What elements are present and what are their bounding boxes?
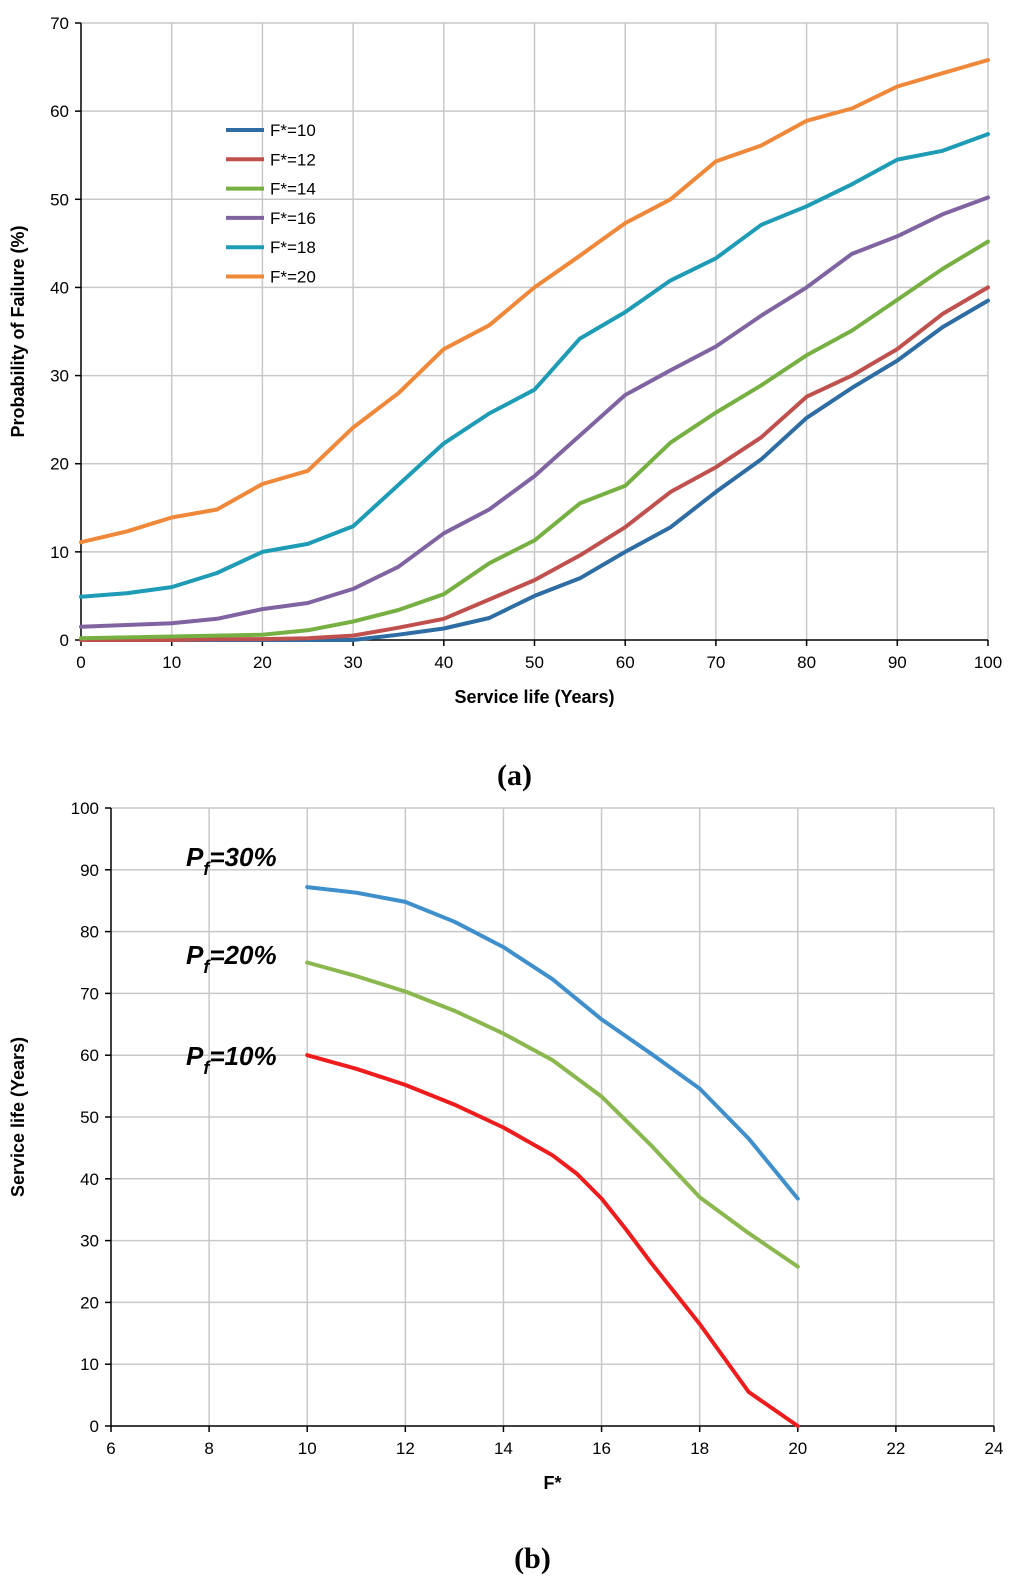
x-tick-label: 0: [76, 653, 85, 672]
x-tick-label: 22: [886, 1439, 905, 1458]
annotation-italic-p: P: [186, 842, 204, 872]
x-tick-label: 16: [592, 1439, 611, 1458]
legend-label: F*=18: [270, 238, 316, 257]
series-line-4: [79, 195, 990, 629]
y-axis-label: Probability of Failure (%): [8, 225, 28, 437]
x-tick-label: 90: [888, 653, 907, 672]
x-tick-label: 20: [253, 653, 272, 672]
legend-label: F*=10: [270, 121, 316, 140]
annotation-subscript: f: [203, 859, 211, 879]
x-tick-label: 80: [797, 653, 816, 672]
series-annotation-2: Pf=20%: [186, 940, 277, 977]
x-tick-label: 10: [162, 653, 181, 672]
y-tick-label: 50: [80, 1108, 99, 1127]
series-line-3: [305, 1053, 800, 1428]
series-line-2: [305, 960, 800, 1269]
x-tick-label: 14: [494, 1439, 513, 1458]
y-tick-label: 30: [50, 367, 69, 386]
chart-a: 0 10 20 30 40 50 60 70 80 90 100 0 10 20 30 40 50 60 70 Ser…: [8, 14, 1002, 792]
y-axis-label: Service life (Years): [8, 1037, 28, 1197]
annotation-value: =30%: [209, 842, 276, 872]
y-tick-label: 100: [71, 800, 99, 818]
series-annotation-3: Pf=10%: [186, 1041, 277, 1078]
legend-label: F*=14: [270, 180, 316, 199]
annotation-value: =20%: [209, 940, 276, 970]
series-line-2: [79, 285, 990, 642]
y-tick-label: 40: [50, 278, 69, 297]
y-tick-label: 20: [50, 455, 69, 474]
x-tick-label: 6: [106, 1439, 115, 1458]
y-tick-label: 10: [80, 1355, 99, 1374]
series-line-5: [79, 132, 990, 599]
annotation-italic-p: P: [186, 1041, 204, 1071]
y-tick-label: 50: [50, 190, 69, 209]
x-axis-label: F*: [544, 1473, 562, 1493]
x-tick-label: 30: [344, 653, 363, 672]
annotation-subscript: f: [203, 957, 211, 977]
y-tick-label: 40: [80, 1170, 99, 1189]
x-tick-label: 8: [204, 1439, 213, 1458]
y-tick-label: 20: [80, 1293, 99, 1312]
legend-label: F*=16: [270, 209, 316, 228]
panel-label: (b): [514, 1542, 551, 1575]
x-tick-label: 100: [974, 653, 1002, 672]
panel-label: (a): [497, 759, 532, 792]
y-tick-label: 70: [80, 984, 99, 1003]
x-tick-label: 70: [706, 653, 725, 672]
annotation-italic-p: P: [186, 940, 204, 970]
legend-label: F*=12: [270, 150, 316, 169]
y-tick-label: 30: [80, 1232, 99, 1251]
series-annotation-1: Pf=30%: [186, 842, 277, 879]
y-tick-label: 60: [80, 1046, 99, 1065]
x-axis-label: Service life (Years): [454, 687, 614, 707]
series-line-6: [79, 58, 990, 545]
x-tick-label: 20: [788, 1439, 807, 1458]
y-tick-label: 0: [60, 631, 69, 650]
x-tick-label: 50: [525, 653, 544, 672]
chart-b: 6 8 10 12 14 16 18 20 22 24 0 10 20 30 40 50 60 70 80 90 100…: [8, 800, 1004, 1575]
y-tick-label: 80: [80, 923, 99, 942]
y-tick-label: 70: [50, 14, 69, 33]
x-tick-label: 40: [434, 653, 453, 672]
y-tick-label: 60: [50, 102, 69, 121]
series-line-1: [305, 885, 800, 1201]
x-tick-label: 18: [690, 1439, 709, 1458]
y-tick-label: 0: [90, 1417, 99, 1436]
annotation-subscript: f: [203, 1058, 211, 1078]
series-line-3: [79, 239, 990, 641]
y-tick-label: 90: [80, 861, 99, 880]
x-tick-label: 60: [616, 653, 635, 672]
legend-label: F*=20: [270, 268, 316, 287]
x-tick-label: 12: [396, 1439, 415, 1458]
annotation-value: =10%: [209, 1041, 276, 1071]
x-tick-label: 24: [985, 1439, 1004, 1458]
x-tick-label: 10: [298, 1439, 317, 1458]
y-tick-label: 10: [50, 543, 69, 562]
